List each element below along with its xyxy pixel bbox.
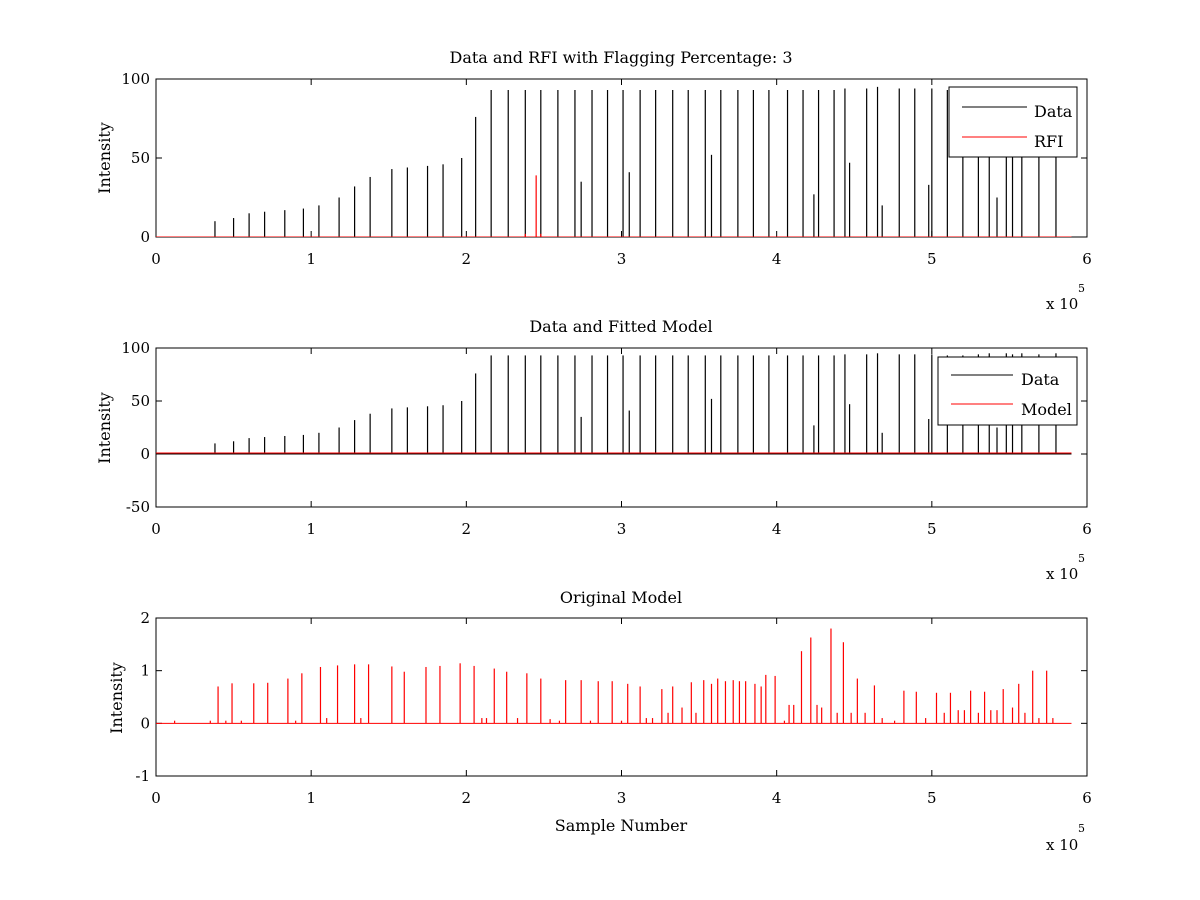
top-x-exponent-base: x 10 — [1046, 295, 1078, 313]
bottom-xtick-label: 4 — [772, 789, 782, 807]
top-xtick-label: 3 — [617, 250, 627, 268]
bottom-ytick-label: 1 — [140, 662, 150, 680]
top-xtick-label: 1 — [306, 250, 316, 268]
bottom-series-group — [156, 628, 1072, 724]
bottom-ylabel: Intensity — [107, 662, 126, 734]
top-legend-label-data: Data — [1034, 102, 1073, 121]
bottom-xtick-label: 2 — [462, 789, 472, 807]
middle-xtick-label: 6 — [1082, 520, 1092, 538]
middle-legend: Data Model — [937, 356, 1078, 426]
middle-ytick-label: -50 — [126, 498, 150, 516]
bottom-xtick-label: 6 — [1082, 789, 1092, 807]
top-ytick-label: 100 — [121, 70, 150, 88]
top-title: Data and RFI with Flagging Percentage: 3 — [449, 48, 792, 67]
bottom-xtick-label: 0 — [151, 789, 161, 807]
bottom-ytick-label: -1 — [135, 767, 150, 785]
top-xtick-label: 5 — [927, 250, 937, 268]
middle-xtick-label: 5 — [927, 520, 937, 538]
top-xtick-label: 0 — [151, 250, 161, 268]
bottom-axes-box — [155, 617, 1088, 777]
middle-xtick-label: 2 — [462, 520, 472, 538]
bottom-xtick-label: 5 — [927, 789, 937, 807]
top-ytick-label: 0 — [140, 228, 150, 246]
bottom-xtick-label: 3 — [617, 789, 627, 807]
panel-top: Data and RFI with Flagging Percentage: 3… — [95, 48, 1092, 313]
middle-legend-label-data: Data — [1021, 370, 1060, 389]
top-xtick-label: 4 — [772, 250, 782, 268]
bottom-x-exponent-base: x 10 — [1046, 836, 1078, 854]
middle-xtick-label: 0 — [151, 520, 161, 538]
middle-legend-box — [937, 356, 1078, 426]
middle-legend-label-model: Model — [1021, 400, 1072, 419]
bottom-x-exponent-power: 5 — [1078, 822, 1085, 835]
bottom-xlabel: Sample Number — [555, 816, 688, 835]
middle-x-exponent-base: x 10 — [1046, 565, 1078, 583]
middle-x-exponent-power: 5 — [1078, 552, 1085, 565]
top-legend: Data RFI — [948, 86, 1078, 158]
bottom-ytick-label: 0 — [140, 714, 150, 732]
top-xtick-label: 6 — [1082, 250, 1092, 268]
top-xtick-label: 2 — [462, 250, 472, 268]
middle-ytick-label: 100 — [121, 339, 150, 357]
middle-title: Data and Fitted Model — [529, 317, 712, 336]
middle-ytick-label: 50 — [131, 392, 150, 410]
middle-ylabel: Intensity — [95, 392, 114, 464]
top-plot-area: 0 1 2 3 4 5 6 0 50 100 — [121, 70, 1091, 268]
middle-ytick-label: 0 — [140, 445, 150, 463]
top-ylabel: Intensity — [95, 122, 114, 194]
middle-xtick-label: 3 — [617, 520, 627, 538]
top-legend-box — [948, 86, 1078, 158]
middle-xtick-label: 4 — [772, 520, 782, 538]
top-legend-label-rfi: RFI — [1034, 132, 1063, 151]
bottom-ytick-label: 2 — [140, 609, 150, 627]
top-ytick-label: 50 — [131, 149, 150, 167]
top-x-exponent-power: 5 — [1078, 282, 1085, 295]
bottom-xtick-label: 1 — [306, 789, 316, 807]
middle-xtick-label: 1 — [306, 520, 316, 538]
bottom-title: Original Model — [560, 588, 682, 607]
